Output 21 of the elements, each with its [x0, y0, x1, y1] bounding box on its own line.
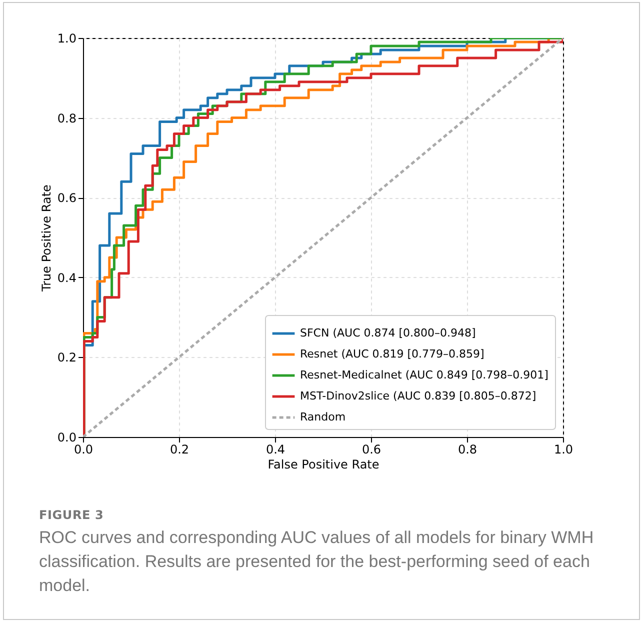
x-tick-label: 0.6: [362, 442, 382, 456]
x-tick-label: 0.0: [74, 442, 94, 456]
x-axis-title: False Positive Rate: [268, 458, 380, 472]
x-tick-label: 0.8: [458, 442, 478, 456]
legend-label: SFCN (AUC 0.874 [0.800–0.948]: [300, 326, 476, 340]
x-tick-label: 0.2: [170, 442, 190, 456]
x-tick-label: 1.0: [554, 442, 574, 456]
y-tick-label: 0.8: [57, 111, 76, 126]
caption: FIGURE 3: [39, 508, 105, 522]
y-tick-label: 0.2: [57, 350, 76, 365]
legend-label: Resnet-Medicalnet (AUC 0.849 [0.798–0.901]: [300, 368, 548, 382]
legend-label: MST-Dinov2slice (AUC 0.839 [0.805–0.872]: [300, 390, 536, 402]
legend-label: Random: [300, 410, 346, 424]
y-tick-label: 0.0: [57, 430, 76, 444]
x-tick-label: 0.4: [266, 442, 286, 456]
y-axis-title: True Positive Rate: [39, 184, 54, 292]
text: ROC curves and corresponding AUC values of all models for binary WMH classification. Results are presented for the best-performing seed of each model.: [39, 527, 595, 597]
legend-label: Resnet (AUC 0.819 [0.779–0.859]: [300, 348, 484, 360]
y-tick-label: 0.6: [57, 191, 76, 206]
y-tick-label: 0.4: [57, 270, 76, 285]
y-tick-label: 1.0: [57, 32, 76, 46]
